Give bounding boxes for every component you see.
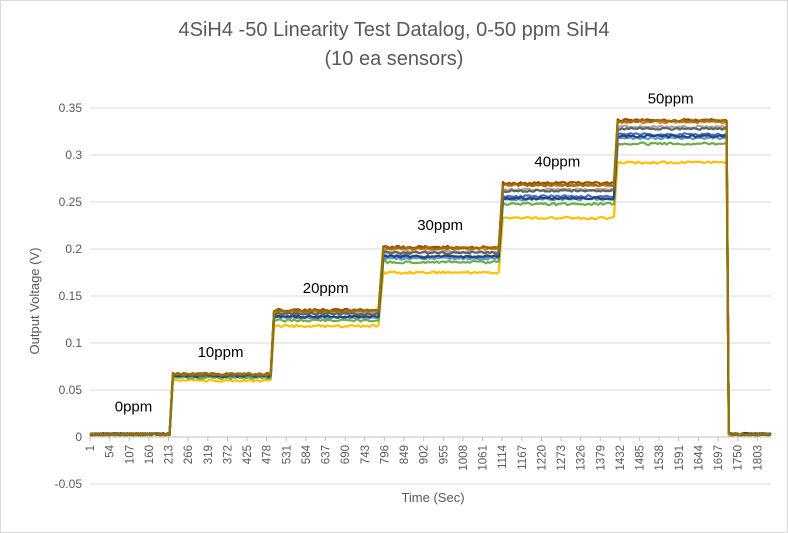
x-tick-label: 743 — [360, 445, 372, 464]
x-tick-label: 1750 — [733, 445, 745, 471]
series-line — [89, 160, 772, 437]
x-tick-label: 1485 — [635, 445, 647, 471]
x-tick-label: 1379 — [595, 445, 607, 471]
y-tick-label: -0.05 — [55, 477, 83, 491]
y-axis-label: Output Voltage (V) — [27, 248, 42, 355]
x-tick-label: 160 — [144, 445, 156, 464]
y-tick-label: 0.15 — [59, 289, 83, 303]
x-tick-label: 584 — [301, 444, 313, 464]
x-tick-label: 1591 — [674, 445, 686, 471]
x-tick-label: 478 — [262, 445, 274, 464]
plateau-annotation: 40ppm — [534, 153, 580, 170]
y-tick-label: 0.35 — [59, 101, 83, 115]
x-tick-label: 372 — [222, 445, 234, 464]
series-line — [89, 141, 772, 437]
series-line — [89, 119, 771, 437]
series-line — [89, 124, 772, 437]
plateau-annotation: 10ppm — [198, 344, 244, 361]
x-tick-label: 54 — [105, 444, 117, 457]
x-tick-label: 1167 — [517, 445, 529, 470]
x-tick-label: 1008 — [458, 445, 470, 471]
plateau-annotation: 20ppm — [303, 280, 349, 297]
x-tick-label: 1538 — [654, 445, 666, 471]
x-tick-label: 266 — [183, 445, 195, 464]
x-tick-label: 1273 — [556, 445, 568, 471]
x-tick-label: 1114 — [497, 444, 509, 468]
plateau-annotation: 50ppm — [648, 90, 694, 107]
plateau-annotation: 30ppm — [417, 217, 463, 234]
y-tick-label: 0.3 — [65, 148, 82, 162]
x-axis-label: Time (Sec) — [401, 490, 464, 505]
x-tick-label: 1644 — [693, 444, 705, 470]
y-tick-label: 0.1 — [65, 336, 82, 350]
x-tick-label: 1803 — [752, 445, 764, 471]
series-line — [89, 118, 772, 437]
x-tick-label: 902 — [419, 445, 431, 464]
x-tick-label: 107 — [124, 445, 136, 464]
y-tick-label: 0 — [75, 430, 82, 444]
x-tick-label: 690 — [340, 445, 352, 464]
plateau-annotation: 0ppm — [115, 399, 153, 416]
x-tick-label: 849 — [399, 445, 411, 464]
x-tick-label: 425 — [242, 445, 254, 464]
chart-title: 4SiH4 -50 Linearity Test Datalog, 0-50 p… — [178, 19, 610, 41]
y-tick-label: 0.2 — [65, 242, 82, 256]
y-tick-label: 0.05 — [59, 383, 83, 397]
x-tick-label: 1061 — [478, 445, 490, 471]
series-line — [89, 135, 772, 437]
x-tick-label: 531 — [281, 445, 293, 464]
x-tick-label: 1697 — [713, 445, 725, 471]
x-tick-label: 796 — [379, 445, 391, 464]
y-tick-label: 0.25 — [59, 195, 83, 209]
series-line — [90, 119, 772, 437]
x-tick-label: 1432 — [615, 445, 627, 471]
x-tick-label: 1220 — [536, 445, 548, 471]
x-tick-label: 1 — [85, 445, 97, 451]
x-tick-label: 319 — [203, 445, 215, 464]
chart-subtitle: (10 ea sensors) — [324, 48, 464, 70]
x-tick-label: 637 — [321, 445, 333, 464]
series-line — [89, 126, 772, 437]
x-tick-label: 213 — [164, 445, 176, 464]
x-tick-label: 955 — [438, 445, 450, 464]
x-tick-label: 1326 — [576, 445, 588, 471]
